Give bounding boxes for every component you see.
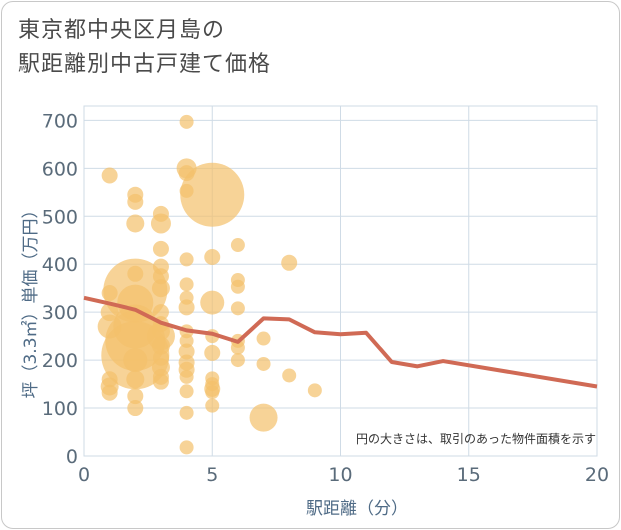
data-bubble [178,343,195,360]
data-bubble [230,279,245,294]
data-bubble [180,162,245,227]
y-tick-label: 300 [42,302,78,324]
data-bubble [249,403,278,432]
title-line-2: 駅距離別中古戸建て価格 [18,52,272,77]
chart-title: 東京都中央区月島の 駅距離別中古戸建て価格 [18,14,271,82]
y-tick-label: 400 [42,254,78,276]
x-tick-label: 5 [206,464,218,486]
bubbles [97,114,322,455]
average-price-line [83,295,598,389]
data-bubble [178,299,195,316]
data-bubble [127,193,144,210]
data-bubble [179,252,194,267]
y-tick-label: 500 [42,206,78,228]
data-bubble [179,277,194,292]
data-bubble [307,383,322,398]
data-bubble [179,384,194,399]
data-bubble [282,368,297,383]
data-bubble [205,385,220,400]
grid-lines [83,105,598,457]
data-bubble [230,238,245,253]
data-bubble [179,405,194,420]
data-bubble [152,240,169,257]
data-bubble [256,356,271,371]
y-axis-label: 坪（3.3㎡）単価（万円） [21,201,41,398]
data-bubble [101,384,118,401]
y-tick-label: 700 [42,110,78,132]
data-bubble [204,249,221,266]
x-tick-label: 15 [457,464,481,486]
data-bubble [126,214,145,233]
size-note: 円の大きさは、取引のあった物件面積を示す [356,431,596,446]
data-bubble [200,290,225,315]
x-tick-label: 0 [78,464,90,486]
y-tick-label: 100 [42,398,78,420]
data-bubble [127,388,144,405]
title-line-1: 東京都中央区月島の [18,18,226,43]
data-bubble [127,400,144,417]
data-bubble [179,369,194,384]
data-bubble [204,344,221,361]
data-bubble [205,398,220,413]
data-bubble [152,304,169,321]
x-axis-label: 駅距離（分） [306,499,408,519]
data-bubble [179,440,194,455]
data-bubble [179,114,194,129]
data-bubble [256,331,271,346]
y-tick-label: 0 [66,446,78,468]
data-bubble [150,213,171,234]
x-tick-label: 20 [585,464,609,486]
data-bubble [230,353,245,368]
y-tick-label: 600 [42,158,78,180]
data-bubble [281,254,298,271]
data-bubble [230,301,245,316]
average-line-group [83,295,598,389]
data-bubble [151,336,170,355]
tick-labels: 0 100 200 300 400 500 600 700 0 5 10 15 20 [42,110,609,486]
data-bubble [123,348,148,373]
data-bubble [126,370,145,389]
data-bubble [230,340,245,355]
y-tick-label: 200 [42,350,78,372]
data-bubble [151,279,170,298]
data-bubble [152,373,169,390]
data-bubble [101,167,118,184]
x-tick-label: 10 [328,464,352,486]
